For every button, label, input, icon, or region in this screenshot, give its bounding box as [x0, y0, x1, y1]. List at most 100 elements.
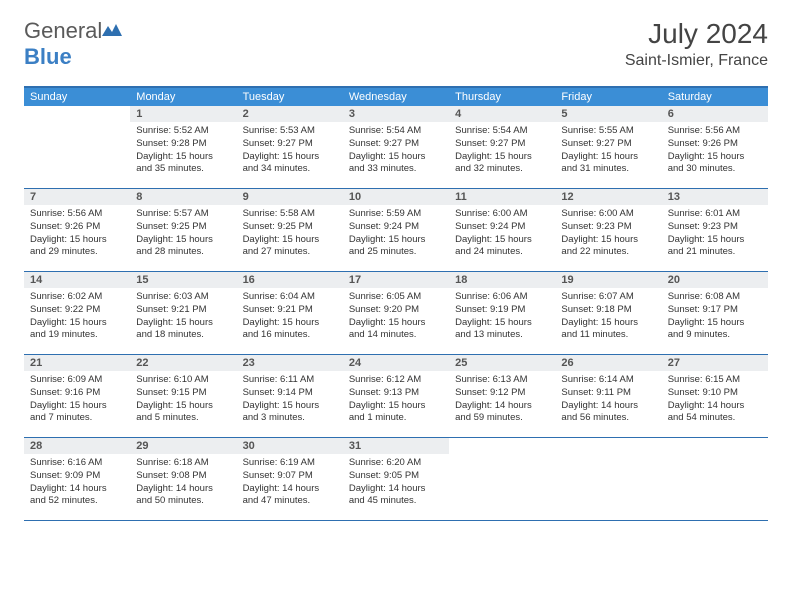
day-number: 22: [130, 355, 236, 371]
daylight-text: Daylight: 14 hours and 56 minutes.: [561, 400, 655, 426]
day-cell: 4Sunrise: 5:54 AMSunset: 9:27 PMDaylight…: [449, 106, 555, 188]
weekday-header: Friday: [555, 88, 661, 106]
sunset-text: Sunset: 9:25 PM: [243, 221, 337, 234]
day-number: 19: [555, 272, 661, 288]
weekday-header: Thursday: [449, 88, 555, 106]
daylight-text: Daylight: 15 hours and 27 minutes.: [243, 234, 337, 260]
day-content: Sunrise: 5:54 AMSunset: 9:27 PMDaylight:…: [343, 122, 449, 180]
day-number: 30: [237, 438, 343, 454]
sunrise-text: Sunrise: 6:15 AM: [668, 374, 762, 387]
daylight-text: Daylight: 15 hours and 11 minutes.: [561, 317, 655, 343]
day-cell: 11Sunrise: 6:00 AMSunset: 9:24 PMDayligh…: [449, 189, 555, 271]
day-content: Sunrise: 6:18 AMSunset: 9:08 PMDaylight:…: [130, 454, 236, 512]
day-number: 18: [449, 272, 555, 288]
day-content: Sunrise: 6:16 AMSunset: 9:09 PMDaylight:…: [24, 454, 130, 512]
logo: GeneralBlue: [24, 18, 122, 70]
weekday-header: Saturday: [662, 88, 768, 106]
sunset-text: Sunset: 9:24 PM: [455, 221, 549, 234]
day-number: 29: [130, 438, 236, 454]
daylight-text: Daylight: 15 hours and 32 minutes.: [455, 151, 549, 177]
sunrise-text: Sunrise: 6:05 AM: [349, 291, 443, 304]
daylight-text: Daylight: 15 hours and 3 minutes.: [243, 400, 337, 426]
day-cell: 1 Sunrise: 5:52 AMSunset: 9:28 PMDaylight…: [130, 106, 236, 188]
sunset-text: Sunset: 9:26 PM: [668, 138, 762, 151]
day-cell: 27Sunrise: 6:15 AMSunset: 9:10 PMDayligh…: [662, 355, 768, 437]
day-cell: 3Sunrise: 5:54 AMSunset: 9:27 PMDaylight…: [343, 106, 449, 188]
day-cell: 22Sunrise: 6:10 AMSunset: 9:15 PMDayligh…: [130, 355, 236, 437]
day-number: 6: [662, 106, 768, 122]
day-cell: 2Sunrise: 5:53 AMSunset: 9:27 PMDaylight…: [237, 106, 343, 188]
day-cell: 13Sunrise: 6:01 AMSunset: 9:23 PMDayligh…: [662, 189, 768, 271]
sunset-text: Sunset: 9:23 PM: [561, 221, 655, 234]
sunrise-text: Sunrise: 6:08 AM: [668, 291, 762, 304]
day-number: 1: [130, 106, 236, 122]
day-content: Sunrise: 6:09 AMSunset: 9:16 PMDaylight:…: [24, 371, 130, 429]
sunset-text: Sunset: 9:09 PM: [30, 470, 124, 483]
weeks-container: 1Sunrise: 5:52 AMSunset: 9:28 PMDaylight…: [24, 106, 768, 521]
day-number: 31: [343, 438, 449, 454]
sunrise-text: Sunrise: 6:04 AM: [243, 291, 337, 304]
sunrise-text: Sunrise: 6:10 AM: [136, 374, 230, 387]
day-number: 13: [662, 189, 768, 205]
sunset-text: Sunset: 9:28 PM: [136, 138, 230, 151]
day-number: 26: [555, 355, 661, 371]
sunset-text: Sunset: 9:27 PM: [561, 138, 655, 151]
sunrise-text: Sunrise: 6:02 AM: [30, 291, 124, 304]
sunset-text: Sunset: 9:21 PM: [243, 304, 337, 317]
day-cell: [555, 438, 661, 520]
day-content: Sunrise: 6:01 AMSunset: 9:23 PMDaylight:…: [662, 205, 768, 263]
week-row: 7Sunrise: 5:56 AMSunset: 9:26 PMDaylight…: [24, 189, 768, 272]
sunrise-text: Sunrise: 6:16 AM: [30, 457, 124, 470]
daylight-text: Daylight: 14 hours and 45 minutes.: [349, 483, 443, 509]
sunrise-text: Sunrise: 6:00 AM: [561, 208, 655, 221]
day-content: Sunrise: 6:11 AMSunset: 9:14 PMDaylight:…: [237, 371, 343, 429]
sunrise-text: Sunrise: 5:55 AM: [561, 125, 655, 138]
sunset-text: Sunset: 9:20 PM: [349, 304, 443, 317]
day-number: 27: [662, 355, 768, 371]
day-content: Sunrise: 6:15 AMSunset: 9:10 PMDaylight:…: [662, 371, 768, 429]
sunrise-text: Sunrise: 5:53 AM: [243, 125, 337, 138]
day-cell: 18Sunrise: 6:06 AMSunset: 9:19 PMDayligh…: [449, 272, 555, 354]
day-cell: 26Sunrise: 6:14 AMSunset: 9:11 PMDayligh…: [555, 355, 661, 437]
title-block: July 2024 Saint-Ismier, France: [625, 18, 768, 70]
sunrise-text: Sunrise: 5:54 AM: [455, 125, 549, 138]
day-cell: [449, 438, 555, 520]
page-header: GeneralBlue July 2024 Saint-Ismier, Fran…: [0, 0, 792, 78]
daylight-text: Daylight: 14 hours and 50 minutes.: [136, 483, 230, 509]
sunset-text: Sunset: 9:11 PM: [561, 387, 655, 400]
daylight-text: Daylight: 15 hours and 22 minutes.: [561, 234, 655, 260]
weekday-header: Sunday: [24, 88, 130, 106]
day-cell: 10Sunrise: 5:59 AMSunset: 9:24 PMDayligh…: [343, 189, 449, 271]
day-cell: 9Sunrise: 5:58 AMSunset: 9:25 PMDaylight…: [237, 189, 343, 271]
day-content: Sunrise: 6:08 AMSunset: 9:17 PMDaylight:…: [662, 288, 768, 346]
day-number: 21: [24, 355, 130, 371]
day-cell: 7Sunrise: 5:56 AMSunset: 9:26 PMDaylight…: [24, 189, 130, 271]
day-content: Sunrise: 6:05 AMSunset: 9:20 PMDaylight:…: [343, 288, 449, 346]
day-number: 11: [449, 189, 555, 205]
daylight-text: Daylight: 15 hours and 9 minutes.: [668, 317, 762, 343]
daylight-text: Daylight: 15 hours and 1 minute.: [349, 400, 443, 426]
daylight-text: Daylight: 15 hours and 35 minutes.: [136, 151, 230, 177]
weekday-header: Monday: [130, 88, 236, 106]
day-number: 20: [662, 272, 768, 288]
weekday-header: Tuesday: [237, 88, 343, 106]
sunrise-text: Sunrise: 5:52 AM: [136, 125, 230, 138]
sunset-text: Sunset: 9:27 PM: [455, 138, 549, 151]
daylight-text: Daylight: 15 hours and 29 minutes.: [30, 234, 124, 260]
day-content: Sunrise: 5:57 AMSunset: 9:25 PMDaylight:…: [130, 205, 236, 263]
sunset-text: Sunset: 9:08 PM: [136, 470, 230, 483]
sunset-text: Sunset: 9:22 PM: [30, 304, 124, 317]
day-content: Sunrise: 6:20 AMSunset: 9:05 PMDaylight:…: [343, 454, 449, 512]
sunset-text: Sunset: 9:05 PM: [349, 470, 443, 483]
sunset-text: Sunset: 9:12 PM: [455, 387, 549, 400]
day-number: 23: [237, 355, 343, 371]
week-row: 28Sunrise: 6:16 AMSunset: 9:09 PMDayligh…: [24, 438, 768, 521]
sunset-text: Sunset: 9:21 PM: [136, 304, 230, 317]
week-row: 14Sunrise: 6:02 AMSunset: 9:22 PMDayligh…: [24, 272, 768, 355]
sunset-text: Sunset: 9:15 PM: [136, 387, 230, 400]
sunset-text: Sunset: 9:18 PM: [561, 304, 655, 317]
day-number: 10: [343, 189, 449, 205]
day-number: 25: [449, 355, 555, 371]
sunrise-text: Sunrise: 6:13 AM: [455, 374, 549, 387]
daylight-text: Daylight: 15 hours and 16 minutes.: [243, 317, 337, 343]
